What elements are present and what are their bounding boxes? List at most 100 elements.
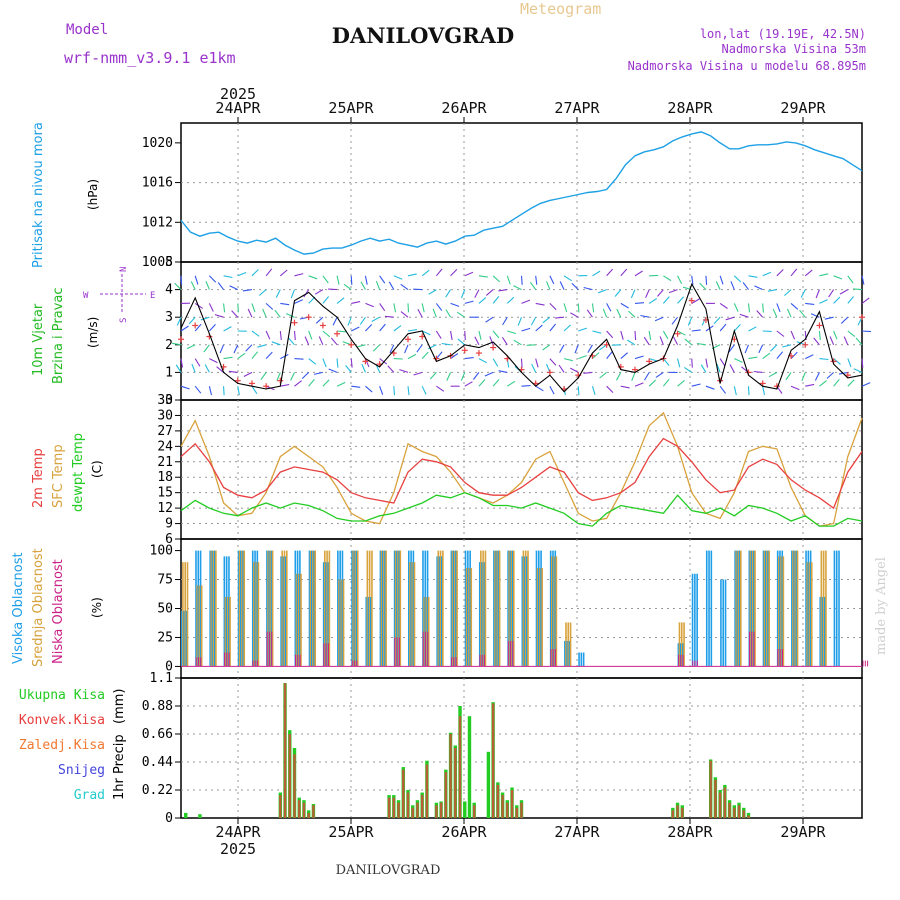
wind-arrow [657, 289, 664, 297]
wind-arrow [549, 303, 557, 311]
wind-arrow [435, 330, 442, 339]
high-cloud-bar [776, 550, 779, 667]
wind-arrow [308, 378, 315, 387]
high-cloud-bar [450, 550, 453, 667]
wind-arrow [529, 281, 537, 290]
wind-arrow [260, 372, 267, 381]
high-cloud-bar [223, 556, 226, 667]
wind-arrow [559, 344, 565, 353]
mid-cloud-bar [413, 562, 416, 667]
wind-arrow [577, 303, 580, 313]
high-cloud-bar [696, 573, 698, 667]
wind-arrow [517, 316, 523, 326]
high-cloud-bar [322, 562, 325, 667]
high-cloud-bar [523, 556, 526, 667]
wind-arrow [498, 370, 508, 373]
mid-cloud-bar [751, 550, 754, 667]
wind-arrow [237, 303, 239, 313]
cloud-ylabel-3: Niska Oblacnost [51, 559, 66, 664]
mid-cloud-bar [678, 622, 681, 667]
wind-arrow [530, 316, 537, 326]
wind-arrow [464, 271, 474, 277]
wind-arrow [833, 275, 843, 280]
wind-arrow [507, 380, 516, 387]
wind-arrow [502, 316, 508, 326]
high-cloud-bar [464, 550, 467, 667]
wind-arrow [770, 344, 778, 352]
high-cloud-bar [228, 556, 230, 667]
low-cloud-bar [398, 637, 400, 667]
wind-arrow [843, 336, 849, 346]
high-cloud-bar [270, 550, 273, 667]
high-cloud-bar [365, 596, 368, 667]
low-cloud-bar [552, 649, 554, 667]
mid-cloud-bar [527, 550, 529, 667]
cloud-tick-label: 50 [157, 602, 173, 617]
wind-arrow [754, 285, 763, 291]
model-label: Model [66, 22, 108, 38]
bottom-date-label: 24APR [215, 823, 261, 841]
wind-arrow [786, 308, 792, 318]
wind-arrow [520, 358, 523, 368]
wind-tick-label: 2 [165, 338, 173, 353]
temp-tick-label: 24 [157, 439, 173, 454]
wind-arrow [762, 352, 771, 360]
low-cloud-bar [356, 660, 358, 667]
high-cloud-bar [580, 652, 583, 667]
wind-arrow [492, 275, 501, 283]
cloud-tick-label: 100 [150, 544, 173, 559]
wind-arrow [663, 275, 672, 282]
mid-cloud-bar [238, 550, 241, 667]
wind-arrow [379, 303, 386, 312]
wind-arrow [365, 385, 373, 393]
wind-arrow [730, 281, 735, 290]
mid-cloud-bar [423, 596, 425, 667]
wind-arrow [203, 344, 210, 353]
mid-cloud-bar [740, 550, 742, 667]
wind-arrow [223, 303, 226, 313]
low-cloud-bar [694, 660, 696, 667]
convective-precip-bar [411, 807, 414, 818]
mid-cloud-bar [565, 622, 567, 667]
wind-arrow [819, 380, 827, 387]
wind-arrow [351, 301, 361, 304]
high-cloud-bar [254, 550, 256, 667]
wind-arrow [699, 282, 707, 290]
wind-arrow [640, 314, 650, 318]
bottom-year-label: 2025 [220, 840, 256, 858]
wind-arrow [485, 316, 494, 323]
wind-arrow [188, 316, 196, 325]
wind-arrow [606, 351, 613, 359]
wind-arrow [513, 285, 522, 291]
wind-arrow [407, 273, 417, 277]
wind-arrow [847, 275, 854, 284]
high-cloud-bar [509, 550, 512, 667]
wind-arrow [545, 281, 551, 290]
high-cloud-bar [455, 550, 457, 667]
wind-arrow [713, 316, 721, 325]
wind-arrow [421, 351, 429, 359]
wind-arrow [293, 330, 296, 341]
precipitation-panel: 0 0.22 0.44 0.66 0.88 1.1 [142, 671, 863, 826]
mid-cloud-bar [326, 550, 328, 667]
wind-arrow [322, 296, 330, 304]
wind-arrow [429, 372, 437, 380]
wind-arrow [337, 330, 347, 333]
wind-arrow [840, 316, 849, 324]
wind-arrow [290, 372, 295, 381]
wind-arrow [824, 316, 834, 320]
wind-arrow [583, 371, 593, 374]
wind-arrow [265, 351, 273, 359]
convective-precip-bar [392, 797, 396, 818]
wind-arrow [790, 302, 799, 310]
wind-arrow [332, 316, 338, 326]
low-cloud-bar [481, 654, 483, 667]
wind-arrow [719, 275, 724, 285]
total-precip-bar [486, 751, 491, 818]
precip-tick-label: 0 [165, 811, 173, 826]
mid-cloud-bar [200, 585, 203, 667]
wind-arrow [857, 316, 863, 326]
wind-arrow [606, 385, 614, 393]
wind-arrow [217, 282, 225, 290]
